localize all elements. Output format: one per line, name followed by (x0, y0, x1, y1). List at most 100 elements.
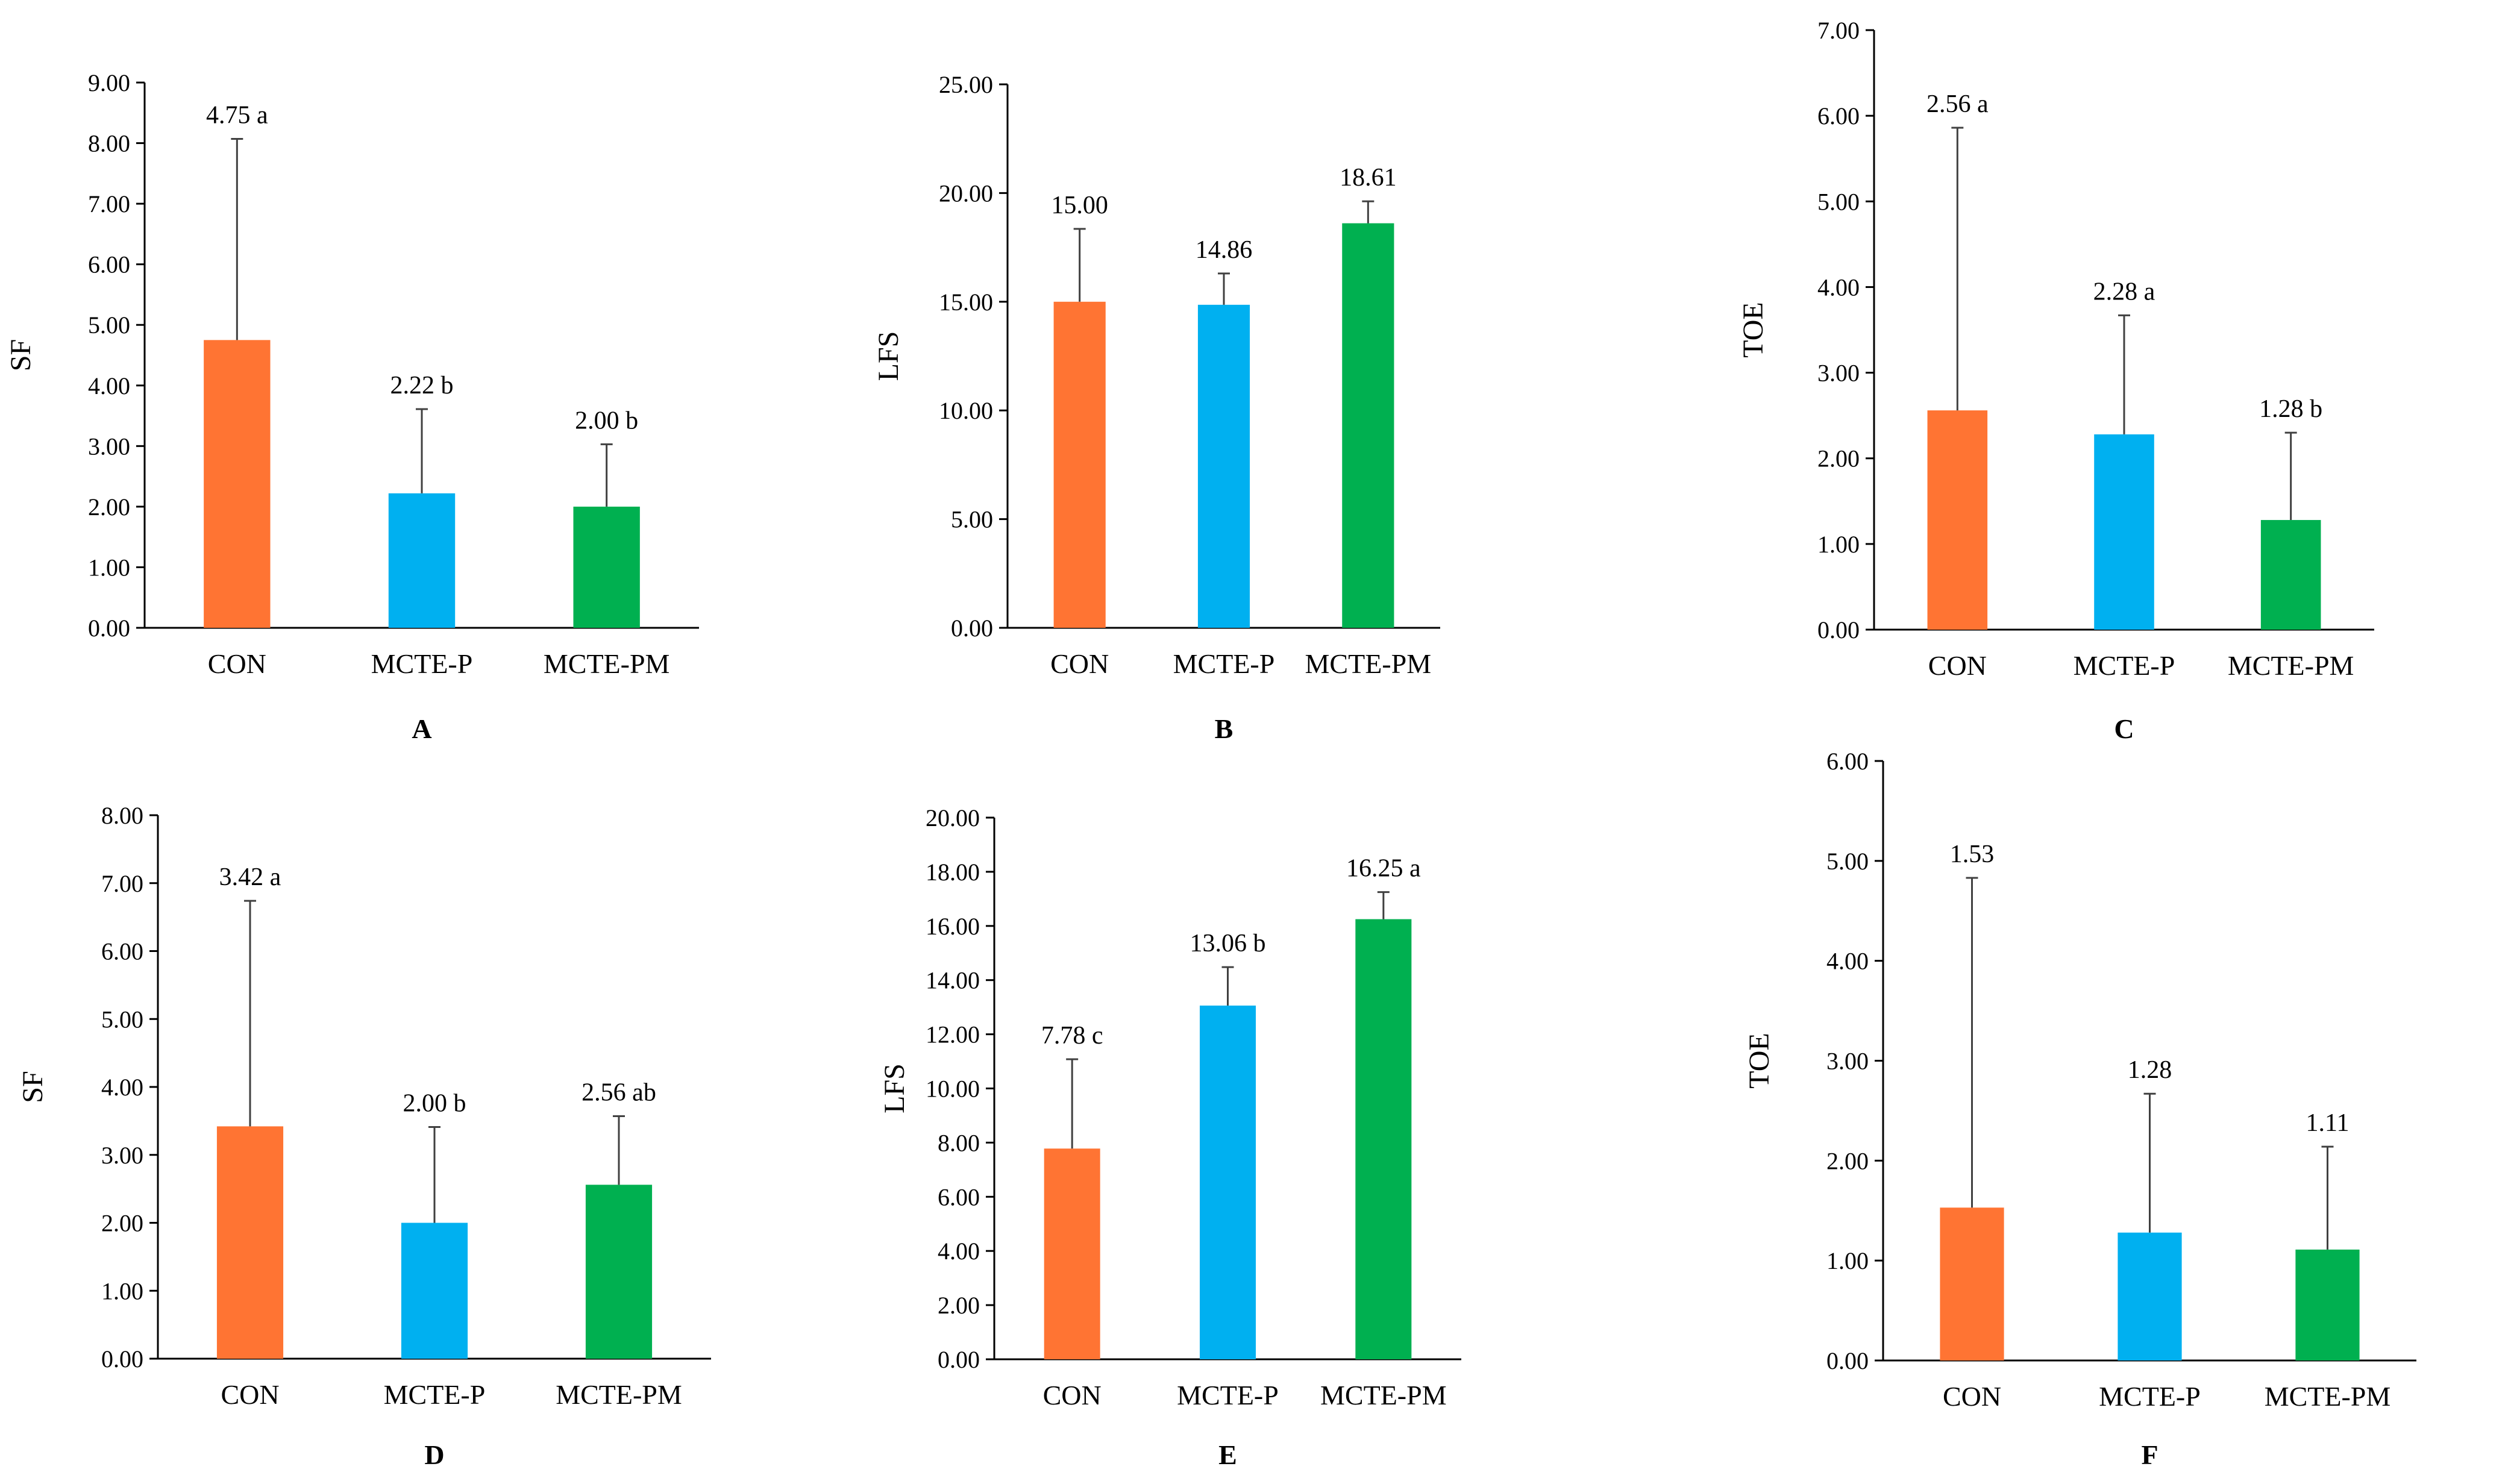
bar-mcte-p (2094, 434, 2154, 630)
bar-mcte-pm (1342, 223, 1394, 628)
x-tick-label-mcte-pm: MCTE-PM (2228, 650, 2354, 681)
y-tick-label: 1.00 (1817, 531, 1860, 558)
y-tick-label: 4.00 (1817, 274, 1860, 301)
panel-letter: C (2114, 713, 2134, 744)
y-tick-label: 3.00 (1826, 1048, 1869, 1075)
y-tick-label: 12.00 (926, 1021, 980, 1048)
bar-con (1927, 410, 1988, 630)
y-tick-label: 4.00 (1826, 948, 1869, 975)
y-tick-label: 15.00 (939, 289, 993, 316)
y-axis-title: SF (17, 1071, 49, 1103)
y-tick-label: 2.00 (1826, 1147, 1869, 1174)
bar-mcte-p (2118, 1232, 2182, 1360)
data-label-mcte-pm: 18.61 (1340, 164, 1397, 192)
x-tick-label-con: CON (208, 648, 266, 679)
y-tick-label: 7.00 (101, 870, 143, 897)
x-tick-label-con: CON (1943, 1381, 2001, 1412)
data-label-mcte-p: 2.22 b (390, 372, 454, 399)
y-tick-label: 0.00 (938, 1346, 980, 1373)
y-tick-label: 8.00 (938, 1129, 980, 1156)
x-tick-label-mcte-p: MCTE-P (371, 648, 473, 679)
y-axis-title: TOE (1737, 302, 1769, 357)
data-label-mcte-pm: 2.00 b (575, 407, 638, 434)
y-tick-label: 9.00 (88, 69, 130, 96)
panel-letter: A (412, 713, 431, 744)
data-label-mcte-p: 2.28 a (2093, 278, 2155, 305)
x-tick-label-mcte-pm: MCTE-PM (1305, 648, 1432, 679)
y-tick-label: 2.00 (101, 1210, 143, 1237)
y-tick-label: 2.00 (88, 493, 130, 521)
y-tick-label: 0.00 (101, 1345, 143, 1373)
y-tick-label: 16.00 (926, 913, 980, 940)
bar-mcte-pm (585, 1185, 653, 1359)
y-tick-label: 1.00 (88, 554, 130, 581)
y-tick-label: 2.00 (1817, 445, 1860, 472)
y-tick-label: 3.00 (88, 433, 130, 460)
x-tick-label-mcte-pm: MCTE-PM (2265, 1381, 2391, 1412)
data-label-mcte-p: 13.06 b (1190, 930, 1266, 957)
bar-con (216, 1126, 284, 1359)
bar-mcte-pm (2295, 1249, 2360, 1360)
y-tick-label: 10.00 (939, 397, 993, 424)
y-axis-title: LFS (873, 331, 904, 381)
y-tick-label: 5.00 (951, 506, 993, 533)
y-tick-label: 7.00 (1817, 17, 1860, 44)
x-tick-label-mcte-pm: MCTE-PM (556, 1379, 682, 1410)
panel-letter: F (2141, 1439, 2158, 1470)
y-tick-label: 25.00 (939, 71, 993, 98)
y-tick-label: 5.00 (101, 1006, 143, 1033)
data-label-con: 1.53 (1950, 841, 1995, 868)
x-tick-label-mcte-p: MCTE-P (2099, 1381, 2201, 1412)
bar-mcte-p (401, 1223, 468, 1359)
data-label-mcte-p: 2.00 b (403, 1090, 466, 1118)
bar-con (204, 340, 271, 628)
y-tick-label: 4.00 (101, 1074, 143, 1101)
y-tick-label: 0.00 (1817, 616, 1860, 643)
y-tick-label: 3.00 (1817, 360, 1860, 387)
y-tick-label: 8.00 (101, 802, 143, 829)
y-tick-label: 0.00 (1826, 1347, 1869, 1374)
x-tick-label-con: CON (1928, 650, 1987, 681)
bar-con (1044, 1148, 1100, 1359)
bar-mcte-pm (573, 506, 640, 628)
y-axis-title: LFS (879, 1063, 911, 1113)
data-label-mcte-p: 1.28 (2128, 1056, 2172, 1084)
y-tick-label: 10.00 (926, 1075, 980, 1103)
y-tick-label: 4.00 (88, 372, 130, 399)
y-tick-label: 8.00 (88, 130, 130, 157)
data-label-mcte-p: 14.86 (1196, 236, 1253, 264)
y-tick-label: 7.00 (88, 190, 130, 218)
y-tick-label: 20.00 (939, 180, 993, 207)
data-label-mcte-pm: 1.11 (2306, 1109, 2350, 1137)
data-label-con: 2.56 a (1926, 90, 1989, 118)
y-tick-label: 18.00 (926, 859, 980, 886)
data-label-con: 15.00 (1051, 192, 1108, 219)
y-tick-label: 1.00 (101, 1277, 143, 1304)
y-tick-label: 5.00 (1826, 848, 1869, 875)
y-tick-label: 6.00 (101, 938, 143, 965)
y-tick-label: 6.00 (938, 1183, 980, 1210)
bar-mcte-p (1197, 304, 1250, 628)
y-tick-label: 6.00 (88, 251, 130, 278)
data-label-con: 4.75 a (206, 102, 268, 130)
y-tick-label: 20.00 (926, 804, 980, 831)
x-tick-label-mcte-p: MCTE-P (2074, 650, 2175, 681)
chart-panel-f: 0.00 1.00 2.00 3.00 4.00 5.00 6.00 TOE 1.53 CON 1.… (1743, 748, 2416, 1470)
y-tick-label: 14.00 (926, 967, 980, 994)
panel-letter: D (424, 1439, 444, 1470)
bar-mcte-p (388, 493, 456, 628)
y-axis-title: TOE (1743, 1033, 1775, 1088)
bar-mcte-pm (1355, 919, 1412, 1359)
y-tick-label: 3.00 (101, 1142, 143, 1169)
data-label-mcte-pm: 1.28 b (2259, 395, 2322, 423)
x-tick-label-mcte-pm: MCTE-PM (1320, 1380, 1447, 1410)
x-tick-label-mcte-p: MCTE-P (1173, 648, 1275, 679)
bar-mcte-pm (2260, 520, 2321, 630)
chart-panel-e: 0.00 2.00 4.00 6.00 8.00 10.00 12.00 14.00 16.00… (879, 804, 1461, 1470)
y-tick-label: 0.00 (951, 615, 993, 642)
x-tick-label-mcte-p: MCTE-P (1177, 1380, 1279, 1410)
bar-con (1940, 1207, 2004, 1360)
y-tick-label: 6.00 (1826, 748, 1869, 775)
bar-con (1053, 301, 1106, 628)
